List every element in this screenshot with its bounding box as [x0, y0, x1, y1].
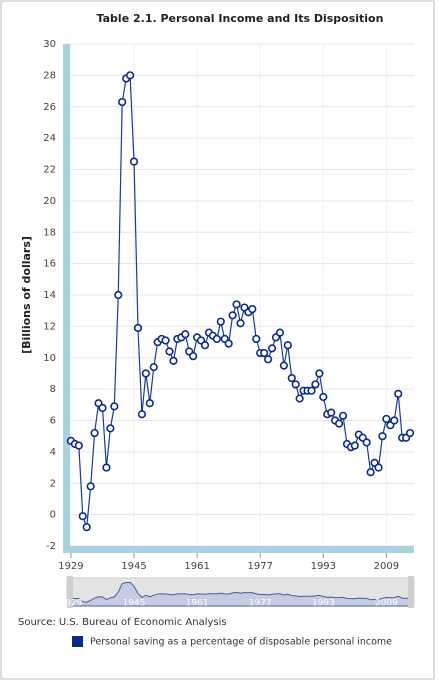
- y-tick-label: 26: [43, 102, 56, 113]
- point: [102, 463, 111, 472]
- point: [291, 380, 300, 389]
- point: [169, 356, 178, 365]
- x-axis-bar: [63, 546, 414, 553]
- navigator-handle: [408, 576, 414, 608]
- navigator-handle: [67, 576, 73, 608]
- y-axis-bar: [63, 44, 70, 553]
- x-tick-label: 1961: [184, 561, 209, 572]
- y-tick-label: 0: [50, 510, 56, 521]
- point: [264, 355, 273, 364]
- point: [287, 374, 296, 383]
- y-tick-label: 20: [43, 196, 56, 207]
- point: [133, 323, 143, 333]
- point: [327, 408, 336, 417]
- point: [382, 414, 391, 424]
- x-tick-label: 1929: [58, 561, 83, 572]
- chart-title: Table 2.1. Personal Income and Its Dispo…: [97, 12, 384, 25]
- point: [378, 432, 387, 441]
- point: [248, 305, 257, 314]
- point: [275, 328, 285, 337]
- point: [106, 424, 115, 433]
- navigator-tick-label: 1993: [312, 599, 335, 609]
- point: [200, 341, 210, 350]
- point: [212, 334, 221, 344]
- point: [141, 369, 150, 378]
- navigator-tick-label: 1929: [59, 599, 82, 609]
- y-tick-label: 16: [43, 259, 56, 270]
- point: [350, 441, 359, 450]
- x-tick-label: 1945: [121, 561, 146, 572]
- point: [82, 523, 91, 532]
- point: [90, 428, 99, 438]
- y-tick-label: 22: [43, 165, 56, 176]
- point: [252, 334, 261, 344]
- point: [390, 416, 399, 425]
- point: [98, 403, 107, 413]
- point: [279, 361, 288, 370]
- point: [338, 411, 348, 420]
- point: [149, 363, 158, 372]
- y-tick-label: 6: [50, 416, 56, 427]
- point: [165, 347, 174, 356]
- legend-label[interactable]: Personal saving as a percentage of dispo…: [90, 637, 392, 648]
- navigator-area: [70, 581, 411, 607]
- x-tick-label: 1977: [247, 561, 272, 572]
- point: [189, 352, 198, 361]
- x-tick-label: 2009: [374, 561, 399, 572]
- point: [236, 319, 245, 328]
- point: [405, 428, 415, 438]
- point: [114, 290, 123, 300]
- point: [374, 463, 383, 472]
- x-tick-label: 1993: [311, 561, 336, 572]
- point: [118, 97, 127, 107]
- point: [129, 157, 139, 166]
- point: [78, 512, 87, 521]
- y-tick-label: -2: [46, 541, 56, 552]
- point: [161, 336, 170, 345]
- y-tick-label: 28: [43, 70, 56, 81]
- point: [216, 317, 225, 326]
- point: [267, 344, 277, 353]
- legend-swatch[interactable]: [72, 636, 83, 647]
- y-tick-label: 4: [50, 447, 56, 458]
- y-tick-label: 8: [50, 384, 56, 395]
- point: [224, 339, 233, 348]
- navigator-tick-label: 1945: [123, 599, 146, 609]
- point: [86, 482, 95, 491]
- point: [362, 438, 371, 447]
- point: [311, 380, 320, 389]
- point: [319, 392, 328, 402]
- navigator-tick-label: 1977: [249, 599, 272, 609]
- point: [307, 386, 316, 395]
- point: [110, 402, 119, 411]
- point: [181, 330, 190, 339]
- point: [260, 348, 269, 358]
- point: [232, 300, 241, 309]
- navigator-tick-label: 2009: [375, 599, 398, 609]
- point: [295, 394, 304, 403]
- point: [283, 341, 292, 350]
- point: [125, 71, 135, 80]
- point: [137, 410, 147, 419]
- y-tick-label: 24: [43, 133, 56, 144]
- y-tick-label: 12: [43, 321, 56, 332]
- point: [74, 441, 83, 450]
- point: [334, 419, 344, 428]
- point: [315, 369, 324, 378]
- y-tick-label: 10: [43, 353, 56, 364]
- navigator-tick-label: 1961: [186, 599, 209, 609]
- point: [145, 399, 154, 408]
- y-tick-label: 14: [43, 290, 56, 301]
- y-tick-label: 2: [50, 478, 56, 489]
- point: [394, 389, 403, 398]
- point: [366, 468, 375, 477]
- y-tick-label: 30: [43, 39, 56, 50]
- point: [228, 311, 237, 320]
- source: Source: U.S. Bureau of Economic Analysis: [18, 617, 227, 628]
- y-tick-label: 18: [43, 227, 56, 238]
- y-axis-label: [Billions of dollars]: [20, 236, 33, 354]
